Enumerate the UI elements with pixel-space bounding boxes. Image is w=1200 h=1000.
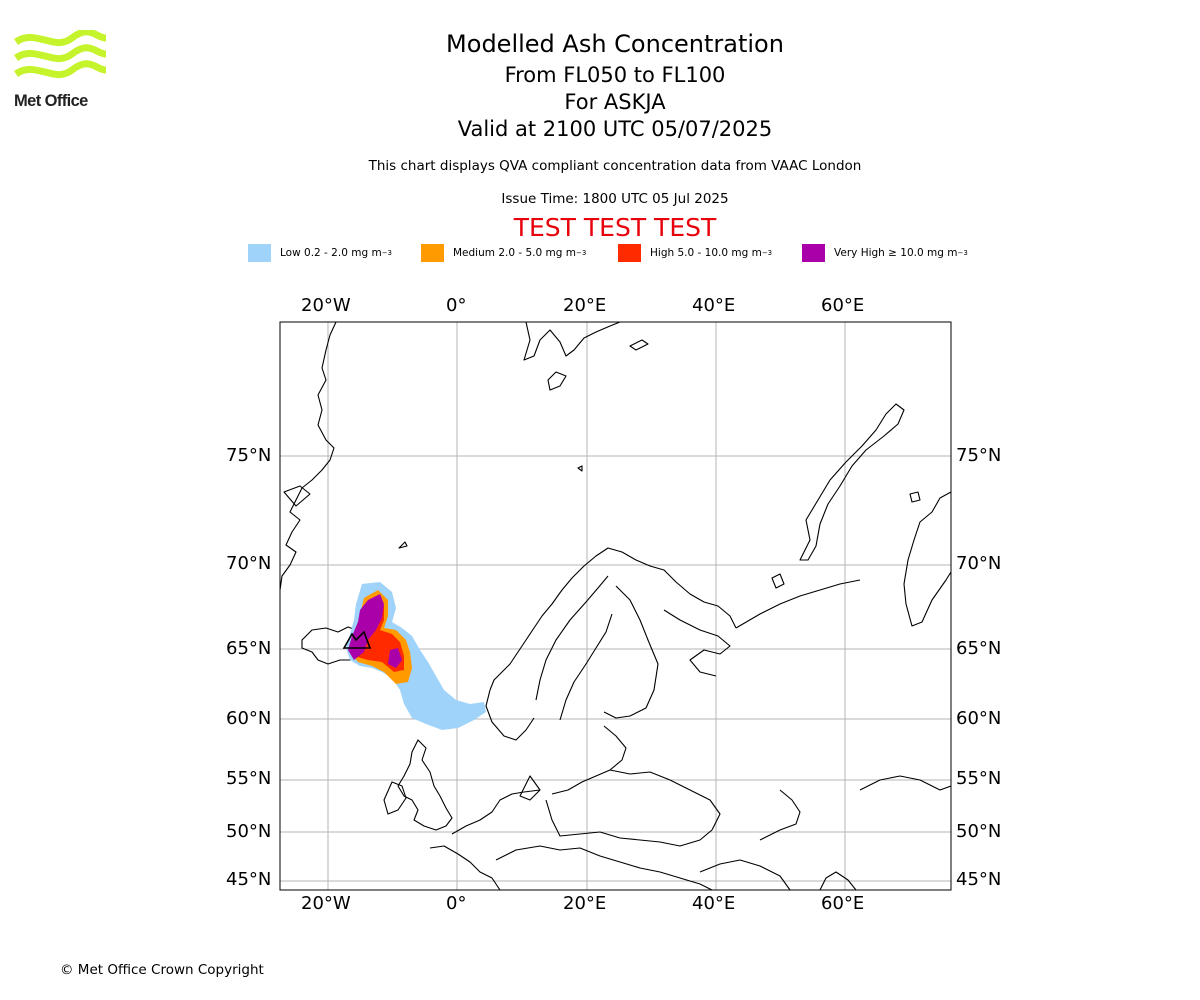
- lat-tick-left-55n: 55°N: [226, 768, 272, 789]
- legend-unit-exp-low: −3: [381, 249, 393, 257]
- map-frame: [279, 321, 952, 891]
- legend-swatch-very-high: [802, 244, 825, 262]
- lat-tick-left-65n: 65°N: [226, 638, 272, 659]
- caspian-coast: [819, 871, 857, 890]
- lat-tick-left-70n: 70°N: [226, 553, 272, 574]
- lon-tick-bottom-20e: 20°E: [563, 893, 607, 914]
- norway-coast: [489, 547, 737, 691]
- legend-unit-exp-very-high: −3: [957, 249, 968, 257]
- white-sea: [663, 609, 731, 677]
- qva-note: This chart displays QVA compliant concen…: [368, 158, 862, 174]
- bear-island: [577, 465, 583, 472]
- belarus-borders: [609, 769, 721, 831]
- legend-label-high: High 5.0 - 10.0 mg m: [650, 247, 762, 259]
- lat-tick-right-45n: 45°N: [956, 869, 1002, 890]
- greenland-coast: [280, 322, 337, 591]
- ash-concentration-map: [279, 321, 952, 891]
- lon-tick-top-20e: 20°E: [563, 295, 607, 316]
- sweden-east-coast: [559, 613, 613, 721]
- legend-swatch-low: [248, 244, 271, 262]
- lon-tick-bottom-20w: 20°W: [301, 893, 351, 914]
- greenland-inlet: [283, 485, 311, 507]
- legend-label-medium: Medium 2.0 - 5.0 mg m: [453, 247, 576, 259]
- volga-region: [759, 789, 801, 841]
- russia-arctic-coast: [735, 579, 861, 629]
- legend-unit-exp-medium: −3: [575, 249, 587, 257]
- issue-time: Issue Time: 1800 UTC 05 Jul 2025: [501, 191, 729, 207]
- great-britain: [397, 739, 453, 831]
- sweden-norway-border: [535, 575, 609, 701]
- svalbard-south: [547, 371, 567, 391]
- svalbard: [523, 322, 621, 361]
- lat-tick-right-65n: 65°N: [956, 638, 1002, 659]
- svalbard-east: [629, 339, 649, 351]
- met-office-logo: [14, 30, 107, 79]
- ash-very-high-patch: [388, 648, 402, 668]
- black-sea-coast: [699, 859, 791, 890]
- test-banner: TEST TEST TEST: [513, 213, 717, 242]
- legend-low: Low 0.2 - 2.0 mg m −3: [248, 244, 392, 262]
- legend-label-very-high: Very High ≥ 10.0 mg m: [834, 247, 958, 259]
- lat-tick-left-50n: 50°N: [226, 821, 272, 842]
- norway-south: [485, 689, 535, 741]
- copyright: © Met Office Crown Copyright: [60, 962, 264, 978]
- volcano-triangle-icon: [342, 630, 372, 649]
- coastlines: [280, 322, 951, 890]
- chart-title: Modelled Ash Concentration: [446, 30, 784, 58]
- legend-high: High 5.0 - 10.0 mg m −3: [618, 244, 772, 262]
- ash-plume: [346, 582, 486, 730]
- finland: [603, 585, 659, 719]
- volcano-name: For ASKJA: [564, 90, 666, 114]
- lon-tick-top-0: 0°: [446, 295, 467, 316]
- north-sea-coast: [451, 789, 541, 835]
- lat-tick-right-75n: 75°N: [956, 445, 1002, 466]
- poland-borders: [545, 799, 713, 847]
- met-office-logo-text: Met Office: [14, 92, 88, 110]
- jan-mayen: [398, 541, 408, 549]
- legend-swatch-high: [618, 244, 641, 262]
- lat-tick-right-55n: 55°N: [956, 768, 1002, 789]
- kolguyev: [771, 573, 785, 589]
- lat-tick-right-70n: 70°N: [956, 553, 1002, 574]
- lat-tick-left-45n: 45°N: [226, 869, 272, 890]
- lon-tick-top-60e: 60°E: [821, 295, 865, 316]
- france-coast: [429, 845, 501, 890]
- yamal: [903, 491, 951, 627]
- lat-tick-left-75n: 75°N: [226, 445, 272, 466]
- lon-tick-bottom-40e: 40°E: [692, 893, 736, 914]
- lon-tick-top-40e: 40°E: [692, 295, 736, 316]
- legend-unit-exp-high: −3: [761, 249, 773, 257]
- lat-tick-left-60n: 60°N: [226, 708, 272, 729]
- central-europe-borders: [495, 845, 713, 890]
- valid-time: Valid at 2100 UTC 05/07/2025: [457, 117, 773, 141]
- ash-very-high-region: [348, 594, 384, 660]
- arctic-isle: [909, 491, 921, 503]
- ireland: [383, 781, 407, 815]
- legend-medium: Medium 2.0 - 5.0 mg m −3: [421, 244, 586, 262]
- lat-tick-right-60n: 60°N: [956, 708, 1002, 729]
- kazakhstan-border: [859, 775, 951, 791]
- legend-swatch-medium: [421, 244, 444, 262]
- legend-very-high: Very High ≥ 10.0 mg m −3: [802, 244, 968, 262]
- lon-tick-bottom-0: 0°: [446, 893, 467, 914]
- denmark: [519, 775, 541, 801]
- flight-levels: From FL050 to FL100: [504, 63, 726, 87]
- lon-tick-top-20w: 20°W: [301, 295, 351, 316]
- lon-tick-bottom-60e: 60°E: [821, 893, 865, 914]
- lat-tick-right-50n: 50°N: [956, 821, 1002, 842]
- novaya-zemlya: [799, 403, 905, 561]
- legend-label-low: Low 0.2 - 2.0 mg m: [280, 247, 382, 259]
